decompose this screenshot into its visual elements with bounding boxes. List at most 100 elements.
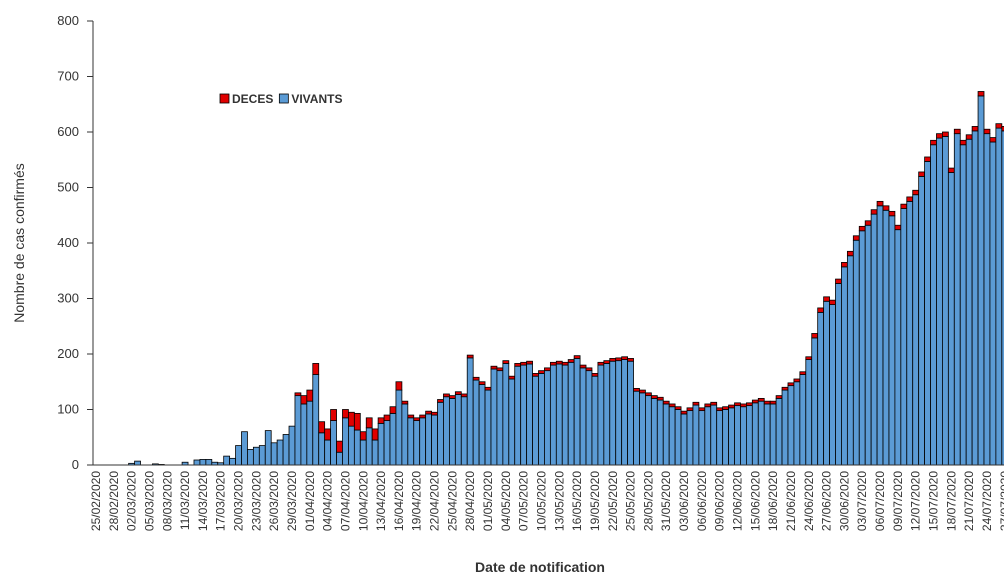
bar-segment	[199, 459, 207, 466]
bar-segment	[983, 128, 991, 135]
bar-segment	[722, 406, 729, 410]
y-tick-label: 400	[57, 235, 79, 250]
x-tick-label: 14/03/2020	[196, 471, 210, 531]
bar-segment	[603, 363, 611, 466]
bar-segment	[330, 409, 337, 422]
bar-segment	[633, 388, 640, 392]
bar-segment	[294, 395, 302, 466]
bar-segment	[835, 278, 842, 284]
x-tick-label: 22/05/2020	[606, 471, 620, 531]
bar-segment	[959, 144, 967, 466]
bar-segment	[579, 364, 587, 369]
bar-segment	[829, 304, 836, 466]
bar-segment	[781, 386, 789, 391]
x-tick-label: 25/04/2020	[445, 471, 459, 531]
bar-segment	[383, 420, 391, 466]
bar-segment	[805, 356, 813, 360]
bar-segment	[359, 439, 367, 466]
bar-segment	[698, 410, 706, 466]
x-tick-label: 28/05/2020	[641, 471, 655, 531]
bar-segment	[621, 356, 628, 360]
bar-segment	[561, 361, 569, 366]
bar-segment	[918, 175, 925, 466]
bar-segment	[841, 262, 848, 268]
x-tick-label: 20/03/2020	[232, 471, 246, 531]
bar-segment	[823, 296, 830, 302]
x-tick-label: 19/04/2020	[410, 471, 424, 531]
bar-segment	[306, 389, 314, 402]
bar-segment	[288, 425, 296, 466]
bar-segment	[437, 399, 444, 403]
x-tick-label: 13/04/2020	[374, 471, 388, 531]
bar-segment	[478, 384, 486, 466]
bar-segment	[876, 205, 884, 466]
bar-segment	[680, 413, 688, 466]
bar-segment	[134, 460, 141, 466]
bar-segment	[460, 393, 468, 398]
bar-segment	[597, 364, 605, 466]
bar-segment	[538, 370, 545, 374]
bar-segment	[645, 392, 652, 397]
x-tick-label: 01/05/2020	[481, 471, 495, 531]
bar-segment	[983, 133, 991, 466]
bar-segment	[627, 358, 634, 362]
bar-segment	[876, 200, 884, 207]
x-tick-label: 09/06/2020	[713, 471, 727, 531]
bar-segment	[977, 91, 985, 97]
bar-segment	[882, 205, 890, 211]
bar-segment	[318, 421, 326, 434]
legend-label: VIVANTS	[291, 92, 342, 106]
bar-segment	[751, 402, 759, 466]
bar-segment	[751, 399, 759, 404]
bar-segment	[953, 133, 961, 466]
bar-segment	[365, 417, 373, 429]
bar-segment	[680, 410, 688, 415]
bar-segment	[413, 420, 421, 466]
bar-segment	[912, 194, 920, 466]
bar-segment	[900, 208, 908, 466]
bar-segment	[722, 409, 729, 466]
bar-segment	[971, 126, 979, 132]
bar-segment	[472, 379, 480, 466]
bar-segment	[769, 400, 777, 405]
bar-segment	[419, 414, 427, 419]
bar-segment	[781, 389, 789, 466]
bar-segment	[484, 386, 492, 391]
bar-segment	[413, 417, 421, 422]
bar-segment	[460, 396, 468, 466]
bar-segment	[870, 213, 878, 466]
y-tick-label: 100	[57, 402, 79, 417]
bar-segment	[841, 266, 848, 466]
bar-segment	[656, 399, 664, 466]
bar-segment	[383, 414, 391, 421]
bar-segment	[306, 400, 314, 466]
bar-segment	[704, 406, 712, 466]
bar-segment	[359, 431, 367, 441]
x-tick-label: 28/04/2020	[463, 471, 477, 531]
bar-segment	[407, 414, 415, 419]
legend-swatch	[219, 93, 230, 104]
bar-segment	[330, 420, 337, 466]
bar-segment	[472, 376, 480, 381]
bar-segment	[419, 417, 427, 466]
bar-segment	[282, 434, 290, 466]
bar-segment	[300, 395, 308, 405]
bar-segment	[835, 283, 842, 466]
bar-segment	[787, 382, 795, 387]
bar-segment	[894, 224, 902, 231]
bar-segment	[490, 365, 498, 370]
bar-segment	[906, 196, 914, 202]
x-tick-label: 16/04/2020	[392, 471, 406, 531]
x-tick-label: 21/07/2020	[962, 471, 976, 531]
bar-segment	[924, 156, 931, 162]
bar-segment	[407, 417, 415, 466]
x-tick-label: 17/03/2020	[214, 471, 228, 531]
x-tick-label: 13/05/2020	[552, 471, 566, 531]
bar-segment	[846, 255, 854, 466]
bar-segment	[716, 407, 724, 412]
bar-segment	[431, 414, 438, 466]
bar-segment	[668, 406, 676, 466]
bar-segment	[544, 370, 551, 466]
bar-segment	[401, 400, 409, 405]
bar-segment	[757, 400, 765, 466]
